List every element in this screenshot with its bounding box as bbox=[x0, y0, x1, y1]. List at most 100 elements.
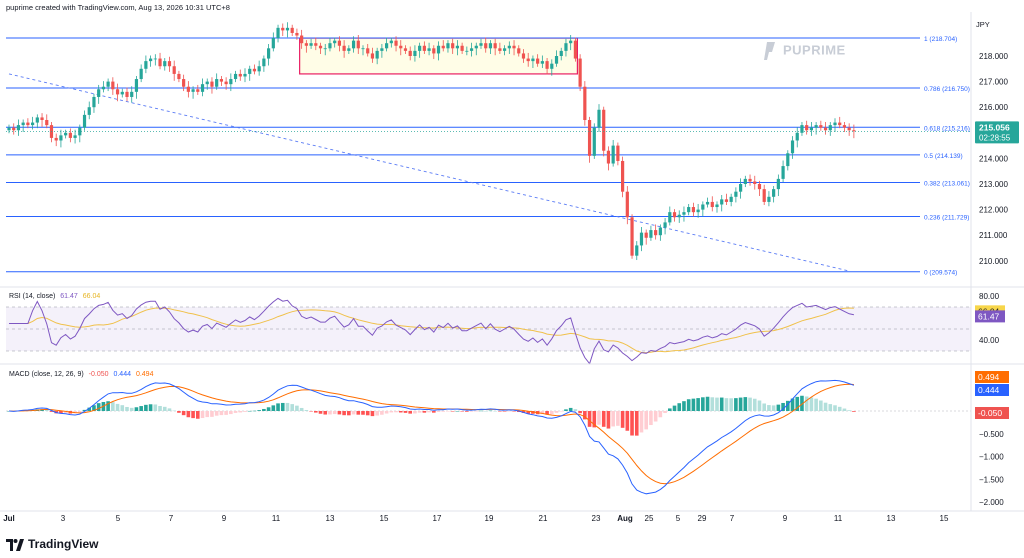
time-tick-label: Jul bbox=[3, 514, 15, 523]
time-tick-label: 7 bbox=[169, 514, 174, 523]
candle-body bbox=[229, 79, 233, 85]
candle-body bbox=[290, 27, 294, 33]
macd-histogram-bar bbox=[800, 395, 804, 411]
candle-body bbox=[507, 45, 511, 49]
candle-body bbox=[149, 58, 153, 62]
candle-body bbox=[139, 68, 143, 80]
candle-body bbox=[418, 45, 422, 51]
time-tick-label: 25 bbox=[645, 514, 654, 523]
candle-body bbox=[233, 73, 238, 80]
candle-body bbox=[705, 201, 710, 205]
macd-histogram-bar bbox=[526, 411, 530, 414]
macd-histogram-bar bbox=[262, 408, 266, 411]
time-tick-label: 13 bbox=[326, 514, 335, 523]
macd-histogram-bar bbox=[634, 411, 639, 436]
fib-label: 0 (209.574) bbox=[924, 270, 957, 277]
candle-body bbox=[493, 43, 497, 49]
macd-histogram-bar bbox=[384, 411, 389, 414]
candle-body bbox=[630, 217, 634, 256]
rsi-name: RSI (14, close) bbox=[9, 293, 56, 300]
candle-body bbox=[267, 48, 271, 59]
time-tick-label: 9 bbox=[783, 514, 788, 523]
candle-body bbox=[455, 45, 459, 49]
time-tick-label: 23 bbox=[592, 514, 601, 523]
macd-histogram-bar bbox=[719, 397, 724, 411]
candle-body bbox=[465, 50, 469, 52]
macd-histogram-bar bbox=[852, 411, 856, 412]
candle-body bbox=[182, 79, 186, 87]
macd-histogram-bar bbox=[795, 396, 800, 411]
candle-body bbox=[323, 48, 327, 50]
candle-body bbox=[819, 125, 823, 128]
candle-body bbox=[16, 125, 21, 131]
candle-body bbox=[790, 140, 795, 154]
macd-histogram-bar bbox=[819, 400, 823, 411]
macd-histogram-bar bbox=[432, 411, 436, 413]
candle-body bbox=[177, 73, 181, 80]
macd-histogram-bar bbox=[82, 409, 87, 411]
candle-body bbox=[488, 43, 493, 49]
macd-histogram-bar bbox=[125, 406, 129, 411]
candle-body bbox=[422, 45, 426, 51]
macd-histogram-bar bbox=[247, 410, 252, 412]
candle-body bbox=[649, 230, 653, 238]
macd-histogram-bar bbox=[611, 411, 615, 427]
candle-body bbox=[342, 45, 346, 51]
macd-histogram-bar bbox=[597, 411, 601, 425]
time-tick-label: 11 bbox=[272, 514, 281, 523]
rsi-line bbox=[9, 297, 855, 365]
candle-body bbox=[163, 61, 167, 67]
candle-body bbox=[852, 130, 856, 132]
macd-histogram-bar bbox=[299, 407, 304, 411]
candle-body bbox=[432, 48, 436, 54]
rsi-badge bbox=[975, 310, 1005, 323]
macd-histogram-bar bbox=[696, 398, 700, 411]
candle-body bbox=[210, 81, 214, 87]
macd-histogram-bar bbox=[342, 411, 346, 416]
macd-line-badge bbox=[975, 384, 1009, 396]
candle-body bbox=[446, 43, 450, 49]
macd-histogram-bar bbox=[417, 411, 422, 413]
macd-histogram-bar bbox=[601, 411, 606, 427]
macd-histogram-bar bbox=[729, 398, 733, 411]
price-pane: 1 (218.704) 0.786 (216.750) 0.618 (215.216… bbox=[6, 22, 971, 277]
macd-histogram-bar bbox=[403, 411, 408, 413]
macd-histogram-bar bbox=[823, 402, 828, 411]
candle-body bbox=[625, 191, 629, 218]
macd-line-value: 0.444 bbox=[113, 371, 131, 378]
macd-histogram-bar bbox=[271, 405, 276, 411]
candle-body bbox=[200, 84, 205, 92]
macd-histogram-bar bbox=[842, 408, 847, 411]
price-tick-label: 216.000 bbox=[979, 103, 1008, 112]
candle-body bbox=[285, 27, 290, 31]
macd-histogram-bar bbox=[219, 411, 224, 416]
macd-histogram-bar bbox=[205, 411, 210, 418]
candle-body bbox=[64, 132, 68, 136]
macd-histogram-bar bbox=[724, 398, 729, 411]
candle-body bbox=[578, 58, 582, 87]
macd-histogram-bar bbox=[771, 405, 776, 411]
axes: 218.000217.000216.000215.000214.000213.0… bbox=[0, 12, 1024, 523]
macd-histogram-bar bbox=[568, 407, 573, 411]
candle-body bbox=[281, 27, 285, 31]
candle-body bbox=[639, 232, 644, 246]
candle-body bbox=[337, 40, 341, 46]
rsi-value: 61.47 bbox=[60, 293, 78, 300]
macd-histogram-bar bbox=[837, 406, 842, 411]
candle-body bbox=[97, 89, 101, 97]
macd-histogram-bar bbox=[191, 411, 195, 419]
macd-histogram-bar bbox=[762, 403, 766, 411]
macd-histogram-bar bbox=[436, 411, 441, 412]
candle-body bbox=[191, 89, 195, 92]
candle-body bbox=[389, 40, 393, 44]
candle-body bbox=[309, 43, 313, 46]
candle-body bbox=[573, 40, 577, 59]
candle-body bbox=[304, 43, 308, 46]
candle-body bbox=[753, 181, 757, 184]
time-tick-label: 15 bbox=[940, 514, 949, 523]
macd-histogram-bar bbox=[743, 397, 748, 411]
macd-histogram-bar bbox=[422, 411, 427, 413]
macd-histogram-bar bbox=[465, 411, 469, 412]
candle-body bbox=[592, 127, 596, 156]
